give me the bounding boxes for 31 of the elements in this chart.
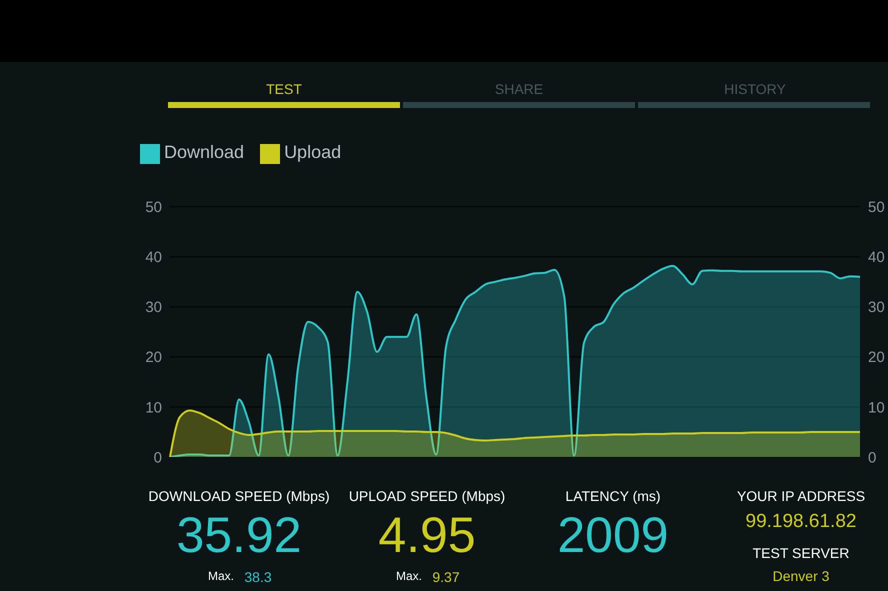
text: SHARE bbox=[494, 81, 544, 97]
y2-tick-label: 10 bbox=[868, 399, 885, 416]
text: LATENCY (ms) bbox=[565, 488, 661, 504]
y-tick-label: 20 bbox=[145, 349, 162, 366]
text: 99.198.61.82 bbox=[746, 511, 856, 532]
y-tick-label: 40 bbox=[145, 249, 162, 266]
y-tick-label: 30 bbox=[145, 299, 162, 316]
text: Max. bbox=[208, 569, 234, 583]
text: 38.3 bbox=[244, 569, 272, 585]
text: 2009 bbox=[557, 507, 669, 563]
text: UPLOAD SPEED (Mbps) bbox=[348, 488, 506, 504]
y-tick-label: 50 bbox=[145, 199, 162, 216]
y2-tick-label: 0 bbox=[868, 449, 876, 466]
text: 35.92 bbox=[176, 507, 302, 563]
text: Denver 3 bbox=[772, 568, 830, 584]
text: 4.95 bbox=[378, 507, 476, 563]
y2-tick-label: 50 bbox=[868, 199, 885, 216]
text: DOWNLOAD SPEED (Mbps) bbox=[148, 488, 330, 504]
y2-tick-label: 40 bbox=[868, 249, 885, 266]
text: TEST SERVER bbox=[752, 545, 850, 561]
y-tick-label: 0 bbox=[154, 449, 162, 466]
y-tick-label: 10 bbox=[145, 399, 162, 416]
text: 9.37 bbox=[432, 569, 460, 585]
text: Max. bbox=[396, 569, 422, 583]
y2-tick-label: 30 bbox=[868, 299, 885, 316]
text: TEST bbox=[265, 81, 303, 97]
legend-label: Upload bbox=[284, 142, 342, 162]
text: HISTORY bbox=[723, 81, 787, 97]
legend-label: Download bbox=[164, 142, 244, 162]
text: YOUR IP ADDRESS bbox=[736, 488, 866, 504]
y2-tick-label: 20 bbox=[868, 349, 885, 366]
